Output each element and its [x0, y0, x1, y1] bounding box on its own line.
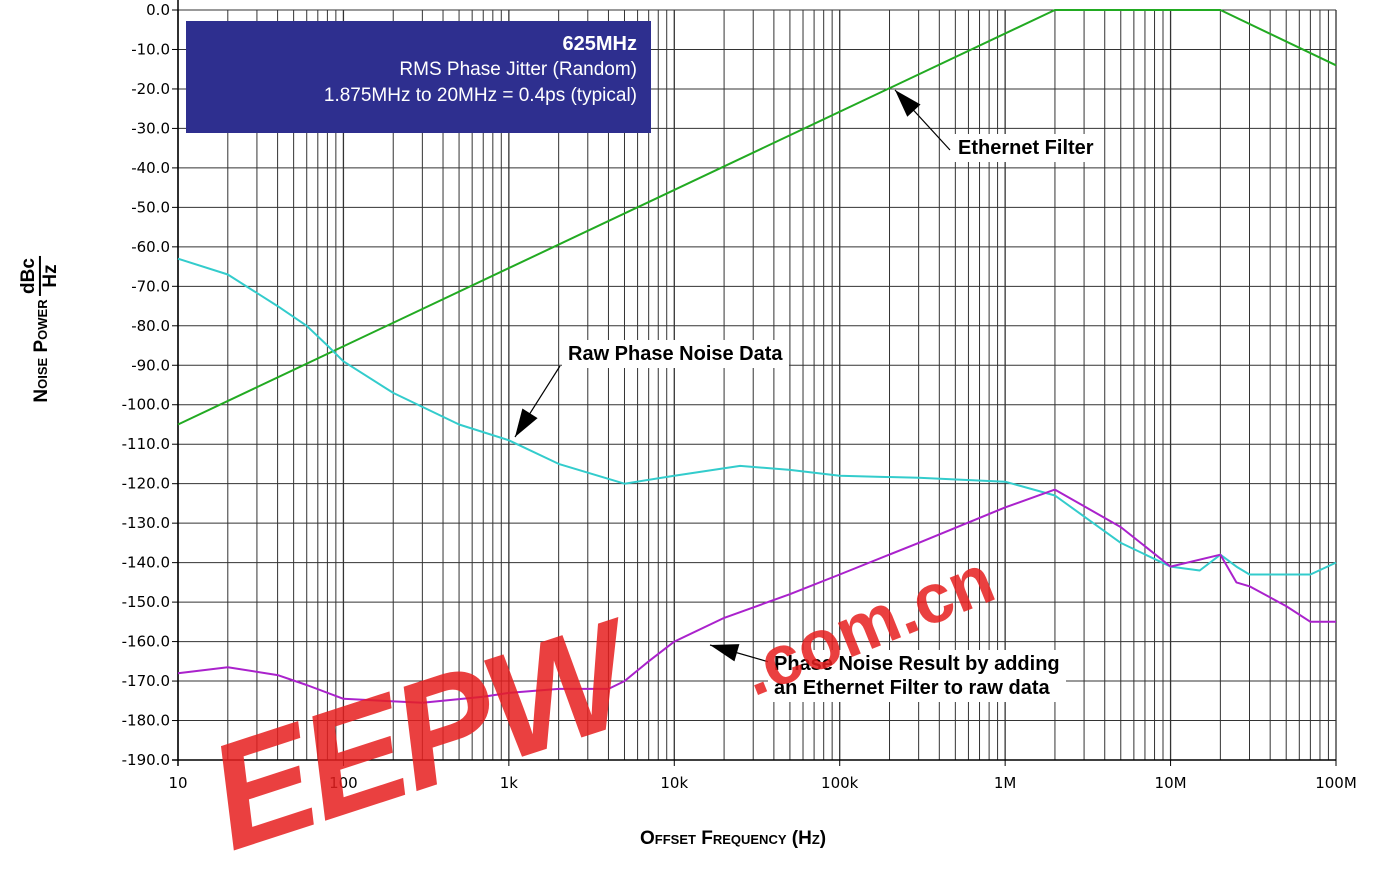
- y-tick-label: -80.0: [131, 317, 170, 335]
- jitter-info-box: 625MHz RMS Phase Jitter (Random) 1.875MH…: [186, 21, 651, 133]
- jitter-range-label: 1.875MHz to 20MHz = 0.4ps (typical): [323, 85, 637, 106]
- y-axis-unit: dBc Hz: [17, 256, 61, 296]
- ethernet-filter-arrow-head: [895, 90, 921, 117]
- x-tick-label: 10k: [660, 774, 688, 792]
- y-tick-label: -190.0: [122, 751, 170, 769]
- axes: [172, 0, 1336, 766]
- y-tick-label: -40.0: [131, 159, 170, 177]
- raw-phase-noise-label: Raw Phase Noise Data: [562, 340, 789, 368]
- y-tick-label: -160.0: [122, 633, 170, 651]
- y-tick-label: -180.0: [122, 712, 170, 730]
- y-tick-label: -110.0: [122, 435, 170, 453]
- x-tick-label: 100k: [821, 774, 859, 792]
- y-tick-label: -10.0: [131, 40, 170, 58]
- ethernet-filter-line: [177, 9, 1337, 426]
- y-tick-label: -150.0: [122, 593, 170, 611]
- y-tick-label: -50.0: [131, 198, 170, 216]
- jitter-label: RMS Phase Jitter (Random): [399, 59, 637, 80]
- x-tick-label: 1k: [500, 774, 519, 792]
- raw-phase-noise-line: [177, 257, 1337, 576]
- x-tick-label: 10: [168, 774, 187, 792]
- y-tick-label: -90.0: [131, 356, 170, 374]
- y-tick-label: -170.0: [122, 672, 170, 690]
- x-tick-label: 10M: [1155, 774, 1187, 792]
- frequency-label: 625MHz: [562, 33, 637, 55]
- x-tick-label: 100: [329, 774, 358, 792]
- phase-noise-chart: 0.0 -10.0 -20.0 -30.0 -40.0 -50.0 -60.0 -70.0 -8…: [122, 0, 1357, 792]
- phase-noise-result-label: Phase Noise Result by adding an Ethernet…: [768, 650, 1066, 702]
- phase-noise-result-line: [177, 488, 1336, 704]
- phase-noise-result-arrow-head: [710, 644, 740, 662]
- y-tick-label: -20.0: [131, 80, 170, 98]
- y-tick-label: -30.0: [131, 119, 170, 137]
- y-tick-label: -120.0: [122, 475, 170, 493]
- callout-arrows: [514, 89, 951, 669]
- ethernet-filter-label: Ethernet Filter: [952, 134, 1100, 162]
- y-tick-label: -130.0: [122, 514, 170, 532]
- phase-noise-result-line2: an Ethernet Filter to raw data: [774, 677, 1050, 699]
- x-tick-labels: 10 100 1k 10k 100k 1M 10M 100M: [168, 760, 1357, 792]
- y-tick-labels: 0.0 -10.0 -20.0 -30.0 -40.0 -50.0 -60.0 -70.0 -8…: [122, 1, 178, 769]
- y-unit-denominator: Hz: [39, 264, 61, 288]
- phase-noise-result-line1: Phase Noise Result by adding: [774, 653, 1060, 675]
- series-lines: [177, 9, 1337, 704]
- y-tick-label: -60.0: [131, 238, 170, 256]
- raw-phase-noise-arrow-head: [515, 408, 538, 437]
- x-tick-label: 100M: [1315, 774, 1357, 792]
- y-tick-label: 0.0: [146, 1, 170, 19]
- y-tick-label: -140.0: [122, 554, 170, 572]
- y-unit-numerator: dBc: [17, 256, 41, 296]
- y-tick-label: -70.0: [131, 277, 170, 295]
- x-axis-title: Offset Frequency (Hz): [640, 828, 827, 849]
- x-tick-label: 1M: [994, 774, 1017, 792]
- y-tick-label: -100.0: [122, 396, 170, 414]
